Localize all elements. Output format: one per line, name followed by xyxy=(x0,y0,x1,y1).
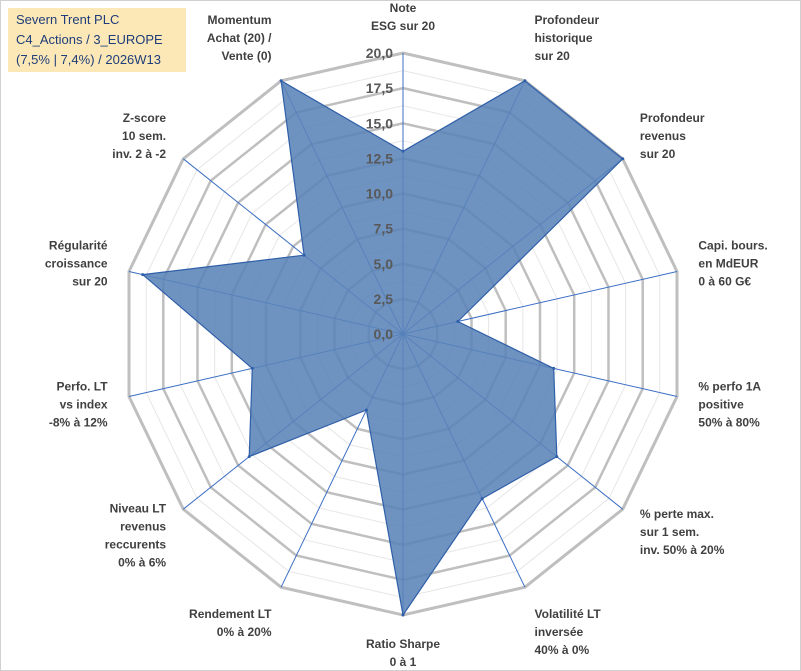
radar-data-point xyxy=(302,253,306,257)
radar-data-point xyxy=(555,455,559,459)
radar-category-label-line: revenus xyxy=(120,519,166,533)
radar-category-label: Profondeur revenus sur 20 xyxy=(640,111,705,161)
radar-data-point xyxy=(250,366,254,370)
radar-category-label: Rendement LT 0% à 20% xyxy=(189,607,272,639)
chart-title-box: Severn Trent PLC C4_Actions / 3_EUROPE (… xyxy=(8,8,186,72)
radar-category-label: Régularité croissance sur 20 xyxy=(45,238,108,288)
radar-category-label: % perfo 1A positive 50% à 80% xyxy=(698,380,761,430)
radar-category-label-line: % perte max. xyxy=(640,507,714,521)
radar-tick-labels: 0,0 2,5 5,0 7,5 10,0 12,5 15,0 17,5 20,0 xyxy=(366,45,393,342)
radar-data-point xyxy=(364,408,368,412)
radar-category-label-line: historique xyxy=(535,31,593,45)
radar-tick-label: 17,5 xyxy=(366,80,393,96)
radar-category-label-line: ESG sur 20 xyxy=(371,19,435,33)
radar-category-label: % perte max. sur 1 sem. inv. 50% à 20% xyxy=(640,507,725,557)
radar-category-label-line: % perfo 1A xyxy=(698,380,761,394)
radar-category-label-line: 40% à 0% xyxy=(535,643,590,657)
radar-category-label-line: Note xyxy=(390,1,417,15)
radar-category-label: Profondeur historique sur 20 xyxy=(535,13,600,63)
radar-category-label: Niveau LT revenus reccurents 0% à 6% xyxy=(105,501,167,569)
title-line-portfolio: C4_Actions / 3_EUROPE xyxy=(16,32,163,47)
radar-category-label-line: inversée xyxy=(535,625,584,639)
radar-series xyxy=(141,79,625,617)
radar-category-label-line: inv. 2 à -2 xyxy=(112,147,166,161)
radar-category-label-line: Profondeur xyxy=(535,13,600,27)
radar-category-label-line: revenus xyxy=(640,129,686,143)
radar-category-label: Note ESG sur 20 xyxy=(371,1,435,33)
radar-category-label-line: Niveau LT xyxy=(110,501,167,515)
radar-category-label-line: Momentum xyxy=(208,13,272,27)
radar-data-point xyxy=(456,320,460,323)
radar-category-label-line: 0 à 1 xyxy=(390,655,417,669)
radar-category-label-line: vs index xyxy=(60,398,108,412)
radar-tick-label: 20,0 xyxy=(366,45,393,61)
radar-category-label-line: Ratio Sharpe xyxy=(366,637,440,651)
radar-tick-label: 10,0 xyxy=(366,186,393,202)
radar-tick-label: 2,5 xyxy=(374,291,394,307)
radar-category-label-line: Volatilité LT xyxy=(535,607,602,621)
radar-category-label-line: inv. 50% à 20% xyxy=(640,543,725,557)
radar-category-label-line: Régularité xyxy=(49,238,108,252)
radar-data-point xyxy=(621,157,625,161)
radar-category-label-line: Perfo. LT xyxy=(56,380,108,394)
title-line-company: Severn Trent PLC xyxy=(16,12,120,27)
radar-category-label-line: 10 sem. xyxy=(122,129,166,143)
radar-category-label-line: reccurents xyxy=(105,537,167,551)
radar-category-label-line: -8% à 12% xyxy=(49,416,108,430)
radar-category-label-line: sur 1 sem. xyxy=(640,525,699,539)
radar-category-label-line: Capi. bours. xyxy=(698,238,767,252)
radar-category-label-line: Profondeur xyxy=(640,111,705,125)
radar-data-point xyxy=(480,497,484,501)
radar-category-label-line: croissance xyxy=(45,256,108,270)
radar-tick-label: 15,0 xyxy=(366,115,393,131)
radar-category-label-line: Achat (20) / xyxy=(207,31,272,45)
radar-category-labels: Note ESG sur 20 Profondeur historique sur 20… xyxy=(45,1,768,669)
radar-data-point xyxy=(247,455,251,459)
radar-category-label-line: 50% à 80% xyxy=(698,416,760,430)
radar-category-label-line: Rendement LT xyxy=(189,607,272,621)
radar-category-label-line: Vente (0) xyxy=(221,49,271,63)
radar-category-label-line: 0% à 6% xyxy=(118,555,166,569)
radar-tick-label: 0,0 xyxy=(374,326,394,342)
radar-category-label: Ratio Sharpe 0 à 1 xyxy=(366,637,440,669)
radar-tick-label: 7,5 xyxy=(374,221,394,237)
radar-data-point xyxy=(279,79,283,83)
radar-category-label: Momentum Achat (20) / Vente (0) xyxy=(207,13,272,63)
radar-data-point xyxy=(523,79,527,83)
radar-category-label-line: sur 20 xyxy=(535,49,571,63)
radar-category-label: Volatilité LT inversée 40% à 0% xyxy=(535,607,602,657)
radar-tick-label: 12,5 xyxy=(366,150,393,166)
radar-category-label: Capi. bours. en MdEUR 0 à 60 G€ xyxy=(698,238,767,288)
radar-data-point xyxy=(141,273,145,277)
radar-category-label-line: en MdEUR xyxy=(698,256,758,270)
radar-category-label-line: Z-score xyxy=(123,111,167,125)
radar-category-label-line: sur 20 xyxy=(72,274,108,288)
radar-data-point xyxy=(552,366,556,370)
radar-category-label-line: 0 à 60 G€ xyxy=(698,274,751,288)
radar-data-point xyxy=(401,149,405,153)
radar-category-label-line: sur 20 xyxy=(640,147,676,161)
radar-category-label-line: 0% à 20% xyxy=(217,625,272,639)
title-line-weights: (7,5% | 7,4%) / 2026W13 xyxy=(16,52,162,67)
radar-tick-label: 5,0 xyxy=(374,256,394,272)
radar-category-label: Z-score 10 sem. inv. 2 à -2 xyxy=(112,111,166,161)
radar-category-label: Perfo. LT vs index -8% à 12% xyxy=(49,380,108,430)
radar-category-label-line: positive xyxy=(698,398,744,412)
radar-data-point xyxy=(401,613,405,617)
